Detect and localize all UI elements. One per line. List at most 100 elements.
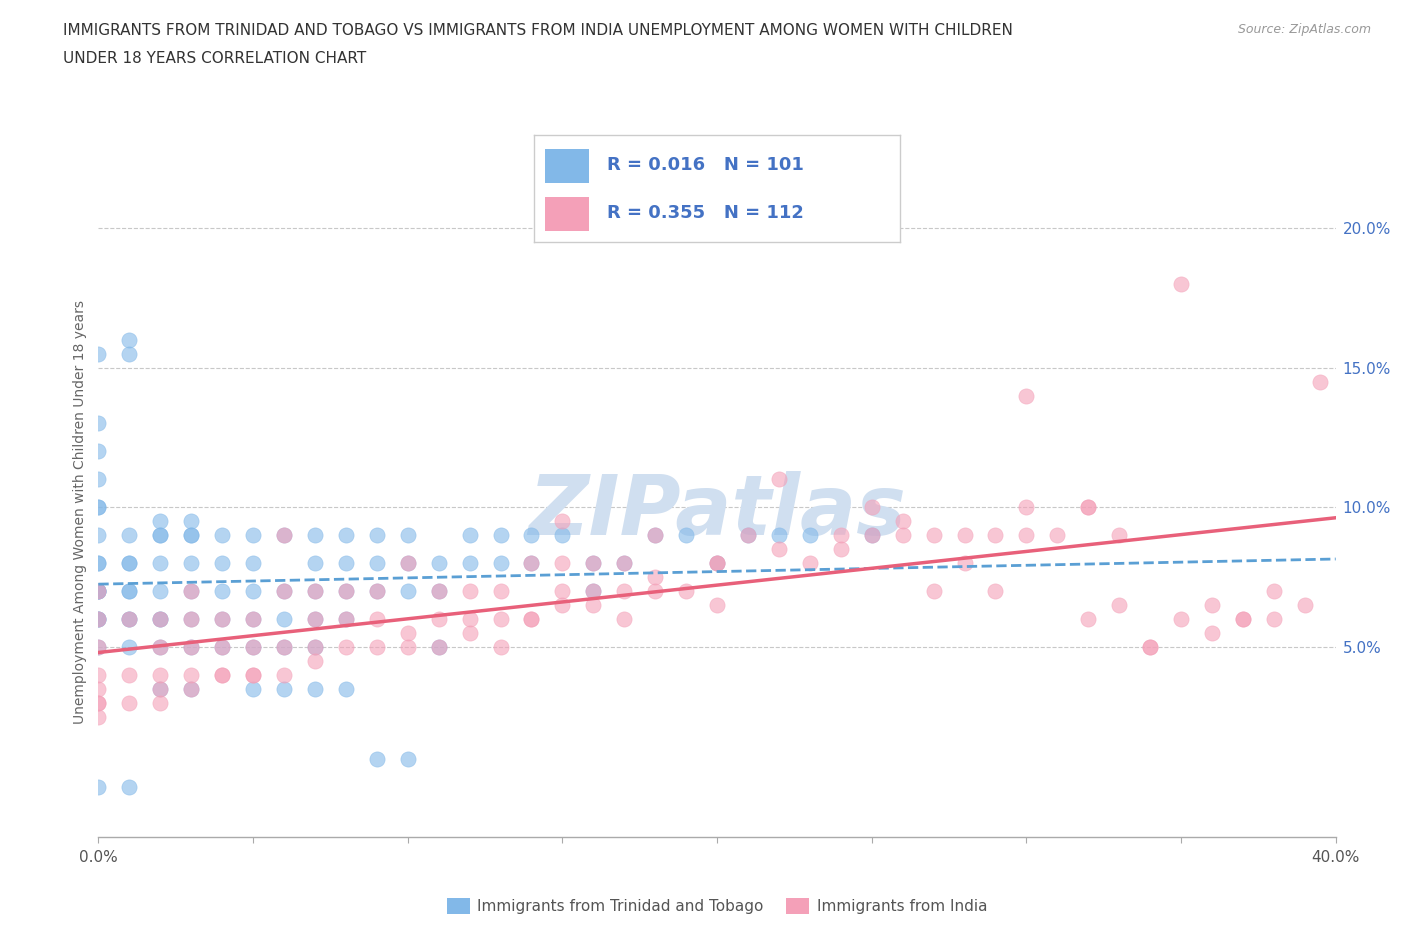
Point — [87, 416, 110, 431]
Text: IMMIGRANTS FROM TRINIDAD AND TOBAGO VS IMMIGRANTS FROM INDIA UNEMPLOYMENT AMONG : IMMIGRANTS FROM TRINIDAD AND TOBAGO VS I… — [63, 23, 1014, 38]
Point — [1139, 640, 1161, 655]
Point — [489, 584, 512, 599]
Point — [396, 640, 419, 655]
Point — [489, 612, 512, 627]
Point — [118, 346, 141, 361]
Point — [242, 640, 264, 655]
Point — [87, 612, 110, 627]
Point — [520, 612, 543, 627]
Point — [1232, 612, 1254, 627]
Point — [613, 584, 636, 599]
Point — [87, 444, 110, 458]
Point — [366, 751, 388, 766]
Point — [149, 556, 172, 571]
Point — [366, 612, 388, 627]
Point — [149, 612, 172, 627]
Point — [118, 584, 141, 599]
Point — [180, 584, 202, 599]
Point — [149, 682, 172, 697]
Point — [1015, 528, 1038, 543]
Point — [118, 640, 141, 655]
Point — [520, 528, 543, 543]
Point — [87, 584, 110, 599]
Point — [1201, 626, 1223, 641]
Point — [1108, 528, 1130, 543]
Point — [644, 528, 666, 543]
Point — [953, 556, 976, 571]
Point — [211, 584, 233, 599]
Legend: Immigrants from Trinidad and Tobago, Immigrants from India: Immigrants from Trinidad and Tobago, Imm… — [447, 898, 987, 914]
Point — [458, 612, 481, 627]
Point — [644, 584, 666, 599]
Point — [87, 696, 110, 711]
Point — [304, 584, 326, 599]
Point — [242, 612, 264, 627]
Point — [118, 612, 141, 627]
Point — [396, 556, 419, 571]
Point — [273, 584, 295, 599]
Point — [922, 528, 945, 543]
Point — [87, 668, 110, 683]
Point — [860, 528, 883, 543]
Point — [211, 528, 233, 543]
Point — [1139, 640, 1161, 655]
Point — [768, 542, 790, 557]
Point — [644, 528, 666, 543]
Point — [118, 556, 141, 571]
Point — [304, 640, 326, 655]
Point — [180, 682, 202, 697]
Point — [304, 556, 326, 571]
Point — [304, 640, 326, 655]
Point — [180, 556, 202, 571]
Point — [149, 682, 172, 697]
Point — [366, 584, 388, 599]
Point — [830, 528, 852, 543]
Point — [87, 696, 110, 711]
Point — [396, 626, 419, 641]
Point — [273, 668, 295, 683]
Point — [304, 612, 326, 627]
Point — [458, 626, 481, 641]
Point — [396, 556, 419, 571]
Point — [427, 584, 450, 599]
Point — [644, 570, 666, 585]
Point — [551, 514, 574, 529]
Point — [118, 668, 141, 683]
Point — [149, 584, 172, 599]
Point — [1232, 612, 1254, 627]
Point — [242, 612, 264, 627]
Point — [706, 556, 728, 571]
Point — [737, 528, 759, 543]
Point — [87, 612, 110, 627]
Point — [860, 499, 883, 514]
Point — [118, 779, 141, 794]
Point — [366, 640, 388, 655]
Point — [242, 556, 264, 571]
Point — [830, 542, 852, 557]
Point — [520, 612, 543, 627]
Point — [180, 528, 202, 543]
Point — [87, 612, 110, 627]
Point — [335, 682, 357, 697]
Point — [211, 668, 233, 683]
Point — [706, 598, 728, 613]
Point — [242, 668, 264, 683]
Point — [551, 598, 574, 613]
Point — [87, 584, 110, 599]
Point — [551, 584, 574, 599]
Point — [1108, 598, 1130, 613]
Point — [396, 528, 419, 543]
Point — [582, 556, 605, 571]
Point — [860, 528, 883, 543]
Point — [1015, 499, 1038, 514]
Point — [149, 668, 172, 683]
Text: R = 0.355   N = 112: R = 0.355 N = 112 — [607, 204, 804, 222]
Point — [87, 612, 110, 627]
Point — [180, 640, 202, 655]
Point — [489, 556, 512, 571]
Point — [87, 499, 110, 514]
Point — [613, 556, 636, 571]
Point — [335, 640, 357, 655]
Point — [768, 472, 790, 486]
FancyBboxPatch shape — [546, 197, 589, 232]
